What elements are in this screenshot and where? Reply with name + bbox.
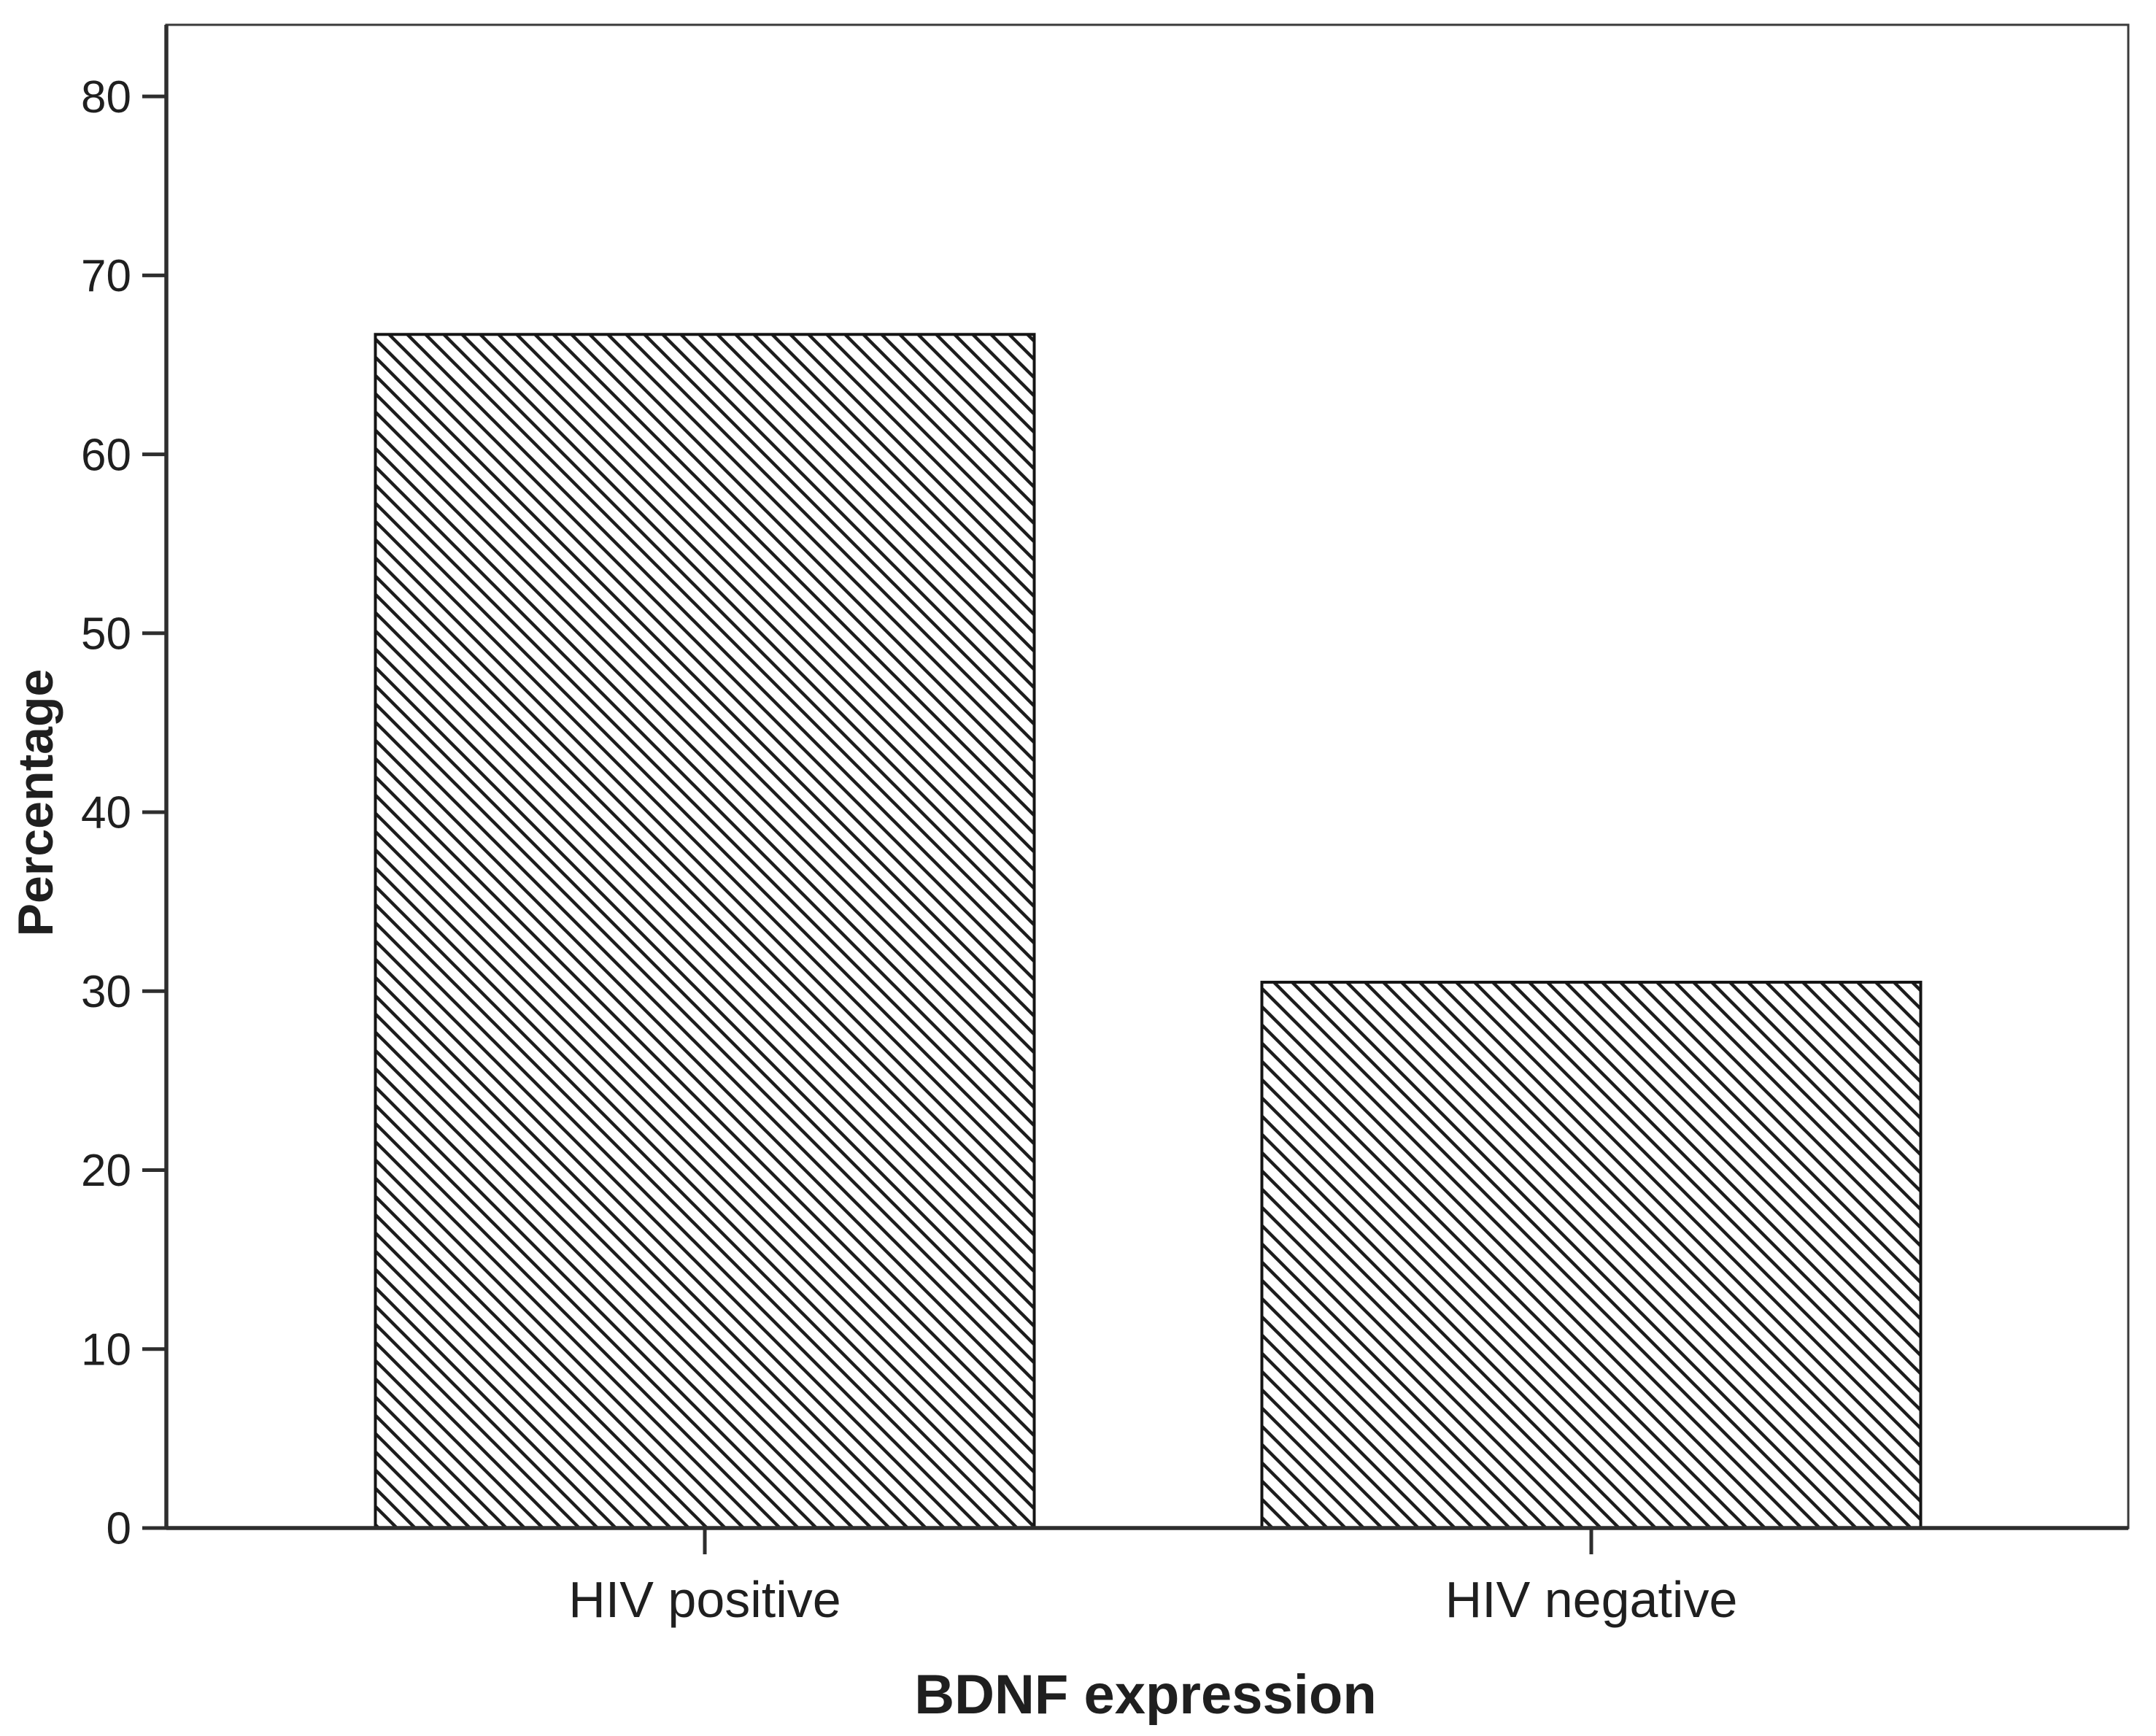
y-tick-label: 80 (81, 72, 131, 123)
bar-hiv-negative (1260, 981, 1923, 1529)
y-tick-label: 40 (81, 788, 131, 838)
bar-hiv-positive (374, 333, 1036, 1529)
y-tick-label: 30 (81, 967, 131, 1017)
y-axis-ticks: 0 10 20 30 40 50 60 70 80 (81, 72, 166, 1554)
x-axis-ticks: HIV positive HIV negative (568, 1528, 1737, 1628)
y-axis-title: Percentage (8, 669, 63, 937)
y-tick-label: 70 (81, 251, 131, 301)
y-tick-label: 50 (81, 609, 131, 660)
x-category-label: HIV negative (1445, 1571, 1738, 1628)
y-tick-label: 60 (81, 430, 131, 480)
x-axis-title: BDNF expression (914, 1664, 1377, 1726)
y-tick-label: 20 (81, 1146, 131, 1196)
bars-group (374, 333, 1923, 1529)
y-tick-label: 0 (107, 1504, 131, 1554)
y-tick-label: 10 (81, 1324, 131, 1375)
x-category-label: HIV positive (568, 1571, 841, 1628)
